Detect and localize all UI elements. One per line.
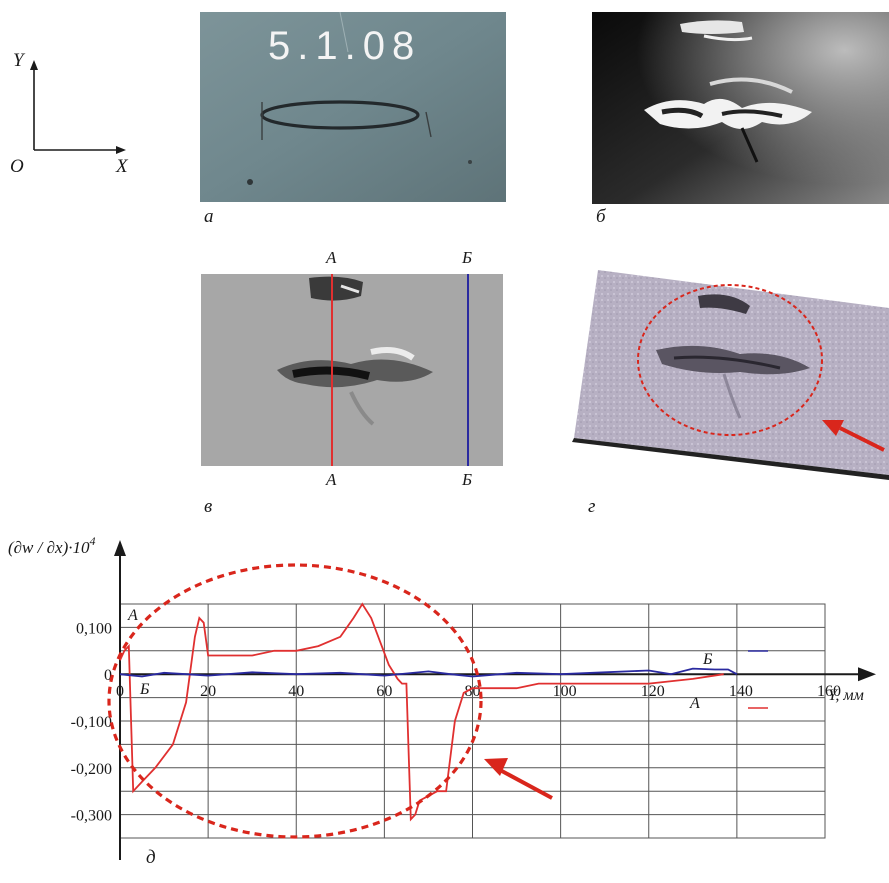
x-tick-label: 140 <box>729 683 753 700</box>
panel-a-label: а <box>204 206 214 227</box>
series-b-inline-label: Б <box>139 681 150 698</box>
series-a-inline-label: А <box>689 695 700 712</box>
series-a-line <box>119 602 724 822</box>
y-tick-label: -0,100 <box>71 714 112 731</box>
y-axis-arrow <box>114 540 126 556</box>
x-tick-label: 40 <box>288 683 304 700</box>
chart-ylabel: (∂w / ∂x)·104 <box>8 534 95 557</box>
panel-c-section-a-bottom: А <box>326 470 337 489</box>
coord-x-label: X <box>116 156 128 177</box>
panel-c-section-a-top: А <box>326 248 337 267</box>
panel-b-image <box>592 12 889 204</box>
x-tick-label: 0 <box>116 683 124 700</box>
panel-d-image <box>572 270 889 480</box>
panel-d-arrow-shaft <box>839 426 885 452</box>
panel-c-section-b-top: Б <box>462 248 473 267</box>
chart-arrow-shaft <box>499 768 553 800</box>
coord-y-label: Y <box>13 50 24 71</box>
x-tick-label: 20 <box>200 683 216 700</box>
y-tick-label: -0,300 <box>71 808 112 825</box>
panel-e-chart: 0 20 40 60 80 100 120 140 1600,1000-0,100-0,200-… <box>8 534 876 860</box>
x-tick-label: 100 <box>553 683 577 700</box>
panel-d-label: г <box>588 496 596 517</box>
x-tick-label: 120 <box>641 683 665 700</box>
y-tick-label: 0,100 <box>76 620 112 637</box>
panel-b-label: б <box>596 206 606 227</box>
panel-c-label: в <box>204 496 213 517</box>
series-b-line <box>119 667 738 678</box>
x-axis-arrow <box>858 667 876 682</box>
panel-d-arrow-head <box>822 420 844 436</box>
panel-a-inscription: 5.1.08 <box>268 24 422 68</box>
chart-axes <box>114 540 876 860</box>
panel-a-photo <box>200 12 506 202</box>
x-tick-label: 60 <box>376 683 392 700</box>
y-tick-label: 0 <box>104 667 112 684</box>
legend-a-label: А <box>127 607 138 624</box>
chart-arrow-head <box>484 758 508 776</box>
chart-ylabel-main: (∂w / ∂x)·10 <box>8 538 90 557</box>
panel-c-image <box>201 274 503 466</box>
panel-c-section-b-bottom: Б <box>462 470 473 489</box>
chart-xlabel: Y, мм <box>828 687 864 704</box>
legend-b-label: Б <box>702 651 713 668</box>
chart-series <box>119 602 738 822</box>
coord-x-arrow <box>116 146 126 154</box>
chart-grid <box>119 603 826 839</box>
chart-ylabel-exponent: 4 <box>89 534 95 548</box>
chart-highlight-ellipse <box>107 563 483 839</box>
y-tick-label: -0,200 <box>71 761 112 778</box>
x-tick-label: 160 <box>817 683 841 700</box>
coordinate-axes <box>30 60 126 154</box>
panel-d-highlight-ellipse <box>637 284 823 436</box>
coord-origin-label: O <box>10 156 24 177</box>
chart-ticks: 0 20 40 60 80 100 120 140 1600,1000-0,100-0,200-… <box>71 620 841 824</box>
coord-y-arrow <box>30 60 38 70</box>
panel-e-label: д <box>146 847 156 868</box>
